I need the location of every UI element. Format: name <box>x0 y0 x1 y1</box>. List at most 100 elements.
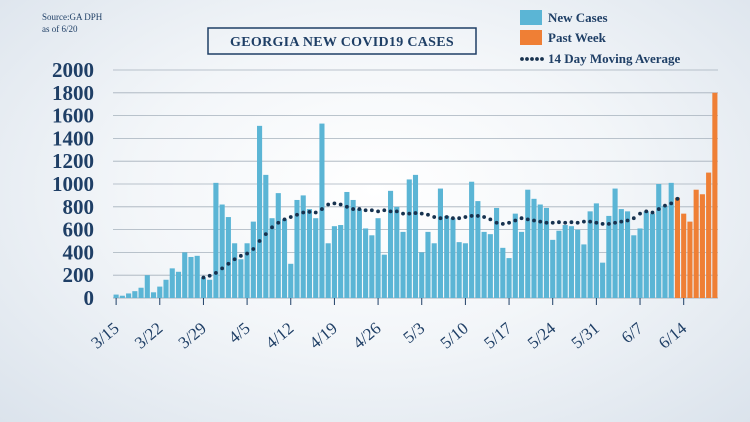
bar-new-cases <box>188 256 194 298</box>
moving-average-point <box>426 212 430 217</box>
bar-new-cases <box>437 188 443 298</box>
legend-swatch-new-cases <box>520 10 542 25</box>
moving-average-point <box>407 211 412 216</box>
moving-average-point <box>519 216 524 221</box>
moving-average-point <box>457 216 462 221</box>
moving-average-point <box>214 271 218 275</box>
bar-new-cases <box>662 205 668 298</box>
moving-average-point <box>220 266 225 271</box>
x-tick-label: 5/24 <box>524 318 560 352</box>
y-tick-label: 1200 <box>52 149 94 173</box>
bar-new-cases <box>587 211 593 298</box>
moving-average-point <box>563 220 568 225</box>
legend-dot <box>540 57 544 61</box>
bar-new-cases <box>518 231 525 298</box>
bar-new-cases <box>182 252 188 298</box>
bar-new-cases <box>119 295 125 298</box>
bar-new-cases <box>500 247 506 298</box>
bar-new-cases <box>381 254 387 298</box>
bar-new-cases <box>575 229 581 298</box>
moving-average-point <box>463 215 468 219</box>
y-tick-label: 400 <box>63 240 95 264</box>
moving-average-point <box>488 217 493 222</box>
x-tick-label: 5/31 <box>568 319 603 353</box>
bar-past-week <box>681 213 687 298</box>
moving-average-point <box>625 218 630 223</box>
bar-new-cases <box>400 231 406 298</box>
bar-new-cases <box>281 219 288 298</box>
bar-new-cases <box>550 239 556 298</box>
bar-new-cases <box>618 209 624 298</box>
moving-average-point <box>295 212 299 217</box>
moving-average-point <box>438 216 443 221</box>
bar-new-cases <box>631 235 637 298</box>
moving-average-point <box>619 219 624 224</box>
bar-new-cases <box>581 244 587 298</box>
x-tick-label: 5/3 <box>399 319 428 348</box>
x-tick-label: 5/10 <box>437 319 472 353</box>
moving-average-point <box>656 207 661 211</box>
bar-new-cases <box>668 182 674 298</box>
moving-average-point <box>238 253 243 258</box>
bar-new-cases <box>637 228 643 298</box>
bar-new-cases <box>350 199 356 298</box>
moving-average-point <box>376 209 380 214</box>
bar-new-cases <box>313 218 319 298</box>
moving-average-point <box>594 220 599 225</box>
moving-average-point <box>419 211 424 216</box>
bar-new-cases <box>462 243 468 298</box>
bar-new-cases <box>656 184 662 298</box>
moving-average-point <box>326 202 331 207</box>
moving-average-point <box>650 210 655 215</box>
x-tick-label: 3/15 <box>87 319 122 353</box>
x-tick-label: 3/29 <box>175 319 210 353</box>
moving-average-point <box>532 218 536 223</box>
bar-new-cases <box>225 217 231 298</box>
bar-new-cases <box>275 193 281 298</box>
legend-dot <box>530 57 534 61</box>
bar-new-cases <box>200 277 206 298</box>
bar-new-cases <box>600 262 606 298</box>
bar-new-cases <box>363 228 369 298</box>
y-tick-label: 1400 <box>52 126 94 150</box>
moving-average-point <box>544 220 549 225</box>
moving-average-point <box>469 214 474 218</box>
legend: New Cases Past Week 14 Day Moving Averag… <box>520 10 680 66</box>
legend-dot <box>525 57 529 61</box>
moving-average-point <box>226 261 231 266</box>
moving-average-point <box>401 211 405 216</box>
bar-new-cases <box>207 279 213 298</box>
x-tick-label: 6/14 <box>655 318 691 352</box>
y-tick-label: 600 <box>63 218 95 242</box>
y-tick-label: 200 <box>63 263 95 287</box>
moving-average-point <box>344 204 349 209</box>
x-tick-label: 6/7 <box>618 318 647 347</box>
bar-new-cases <box>344 191 350 298</box>
title-box <box>207 27 477 55</box>
bar-new-cases <box>169 268 175 298</box>
legend-dots-moving-average <box>520 57 544 61</box>
moving-average-point <box>475 214 480 218</box>
chart-title: GEORGIA NEW COVID19 CASES <box>230 35 454 50</box>
bar-new-cases <box>232 243 238 298</box>
bar-new-cases <box>643 211 649 298</box>
moving-average-point <box>282 217 287 222</box>
moving-average-point <box>538 219 543 224</box>
y-tick-label: 800 <box>63 195 95 219</box>
moving-average-point <box>482 215 487 219</box>
moving-average-point <box>257 239 262 243</box>
bar-new-cases <box>525 189 531 298</box>
moving-average-point <box>494 220 499 225</box>
moving-average-point <box>513 218 518 223</box>
moving-average-point <box>394 209 399 214</box>
bar-new-cases <box>194 255 200 298</box>
moving-average-dots <box>201 196 680 280</box>
legend-dot <box>520 57 524 61</box>
bar-new-cases <box>456 242 462 298</box>
bar-new-cases <box>568 226 574 298</box>
bar-new-cases <box>300 195 306 298</box>
moving-average-point <box>451 216 455 221</box>
bar-new-cases <box>612 188 618 298</box>
moving-average-point <box>313 210 318 215</box>
